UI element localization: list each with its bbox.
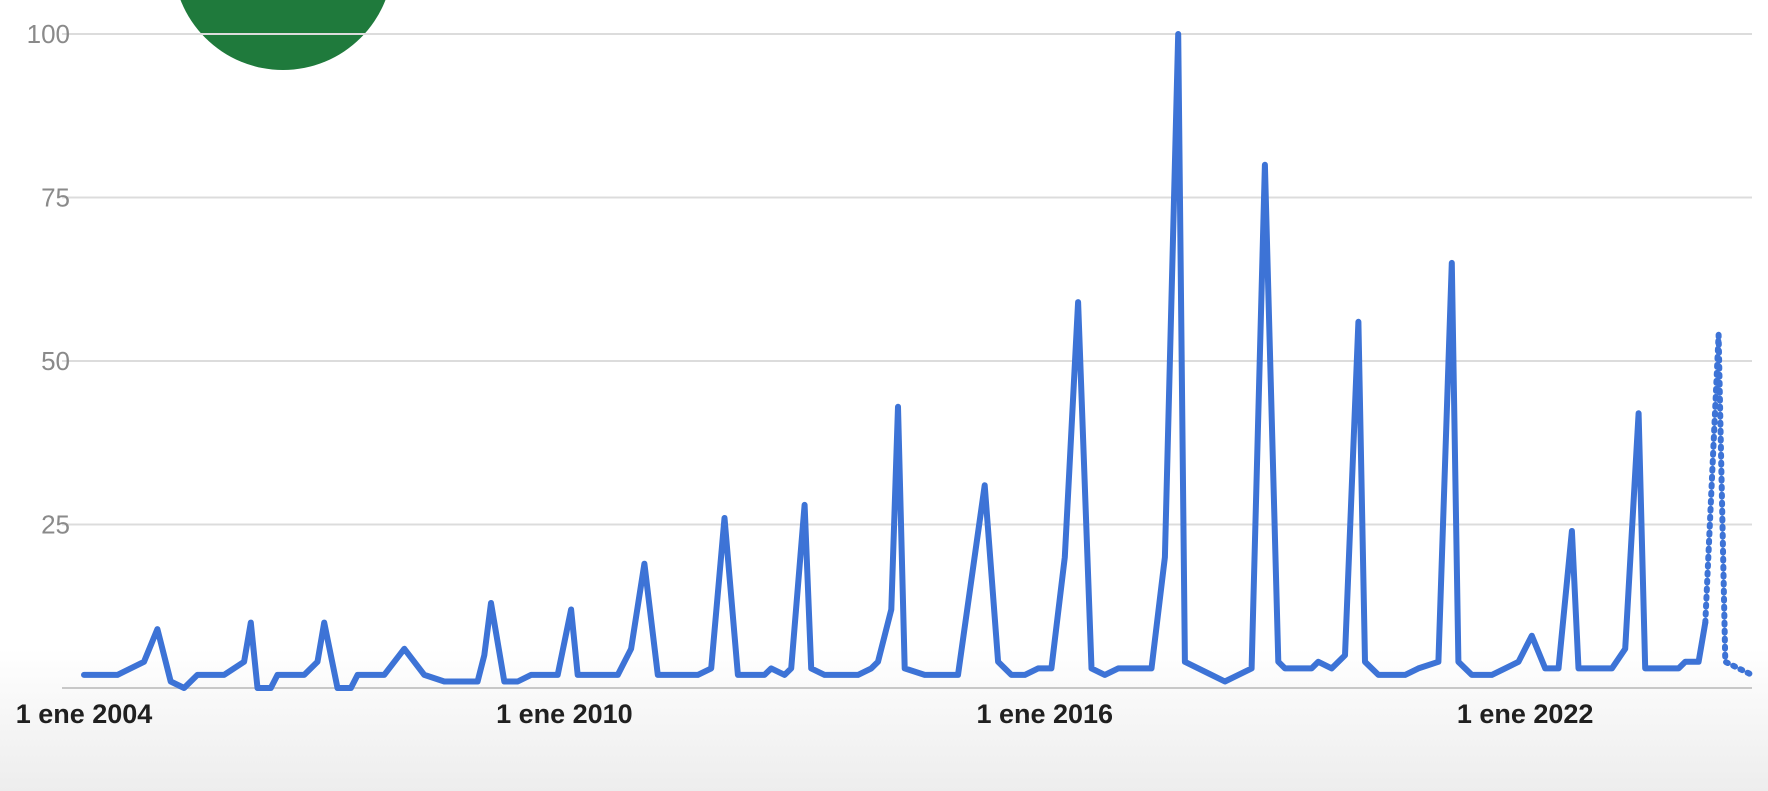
y-tick-label: 100 — [27, 19, 70, 49]
x-tick-label: 1 ene 2022 — [1457, 699, 1594, 729]
grid-lines — [62, 33, 1752, 689]
y-tick-label: 75 — [41, 183, 70, 213]
y-tick-label: 50 — [41, 346, 70, 376]
x-tick-label: 1 ene 2010 — [496, 699, 633, 729]
series-line — [81, 31, 1709, 691]
x-axis-ticks: 1 ene 2004 1 ene 2010 1 ene 2016 1 ene 2022 — [16, 699, 1594, 729]
series-group — [81, 31, 1755, 691]
y-axis-ticks: 100 75 50 25 — [27, 19, 70, 540]
x-tick-label: 1 ene 2016 — [976, 699, 1113, 729]
series-line-partial — [1702, 331, 1755, 678]
x-tick-label: 1 ene 2004 — [16, 699, 153, 729]
y-tick-label: 25 — [41, 510, 70, 540]
